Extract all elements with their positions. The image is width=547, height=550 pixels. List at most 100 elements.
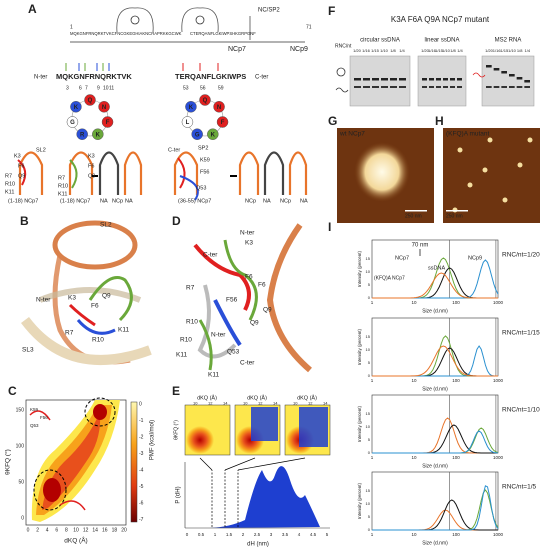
label: R10 <box>5 181 15 187</box>
label: 0 <box>368 450 371 455</box>
band <box>354 86 361 88</box>
band <box>501 71 507 74</box>
label: (KFQ)A NCp7 <box>374 275 405 281</box>
label: 3.5 <box>282 532 289 537</box>
label: 100 <box>452 378 460 383</box>
band <box>493 86 500 88</box>
form-icon <box>472 72 486 78</box>
hairpin <box>123 151 143 195</box>
label: CTERQANFLGKIWPSHKGRPGNF <box>190 31 256 36</box>
zinc-finger <box>181 7 219 33</box>
label: Q9 <box>18 173 25 179</box>
label: 10 <box>73 527 79 533</box>
rna <box>21 316 152 365</box>
label: G <box>70 120 75 126</box>
panel-letter: I <box>328 220 331 234</box>
label: SL2 <box>100 222 112 229</box>
band <box>372 86 379 88</box>
label: Intensity (percent) <box>357 482 362 519</box>
label: dKQ (Å) <box>297 394 317 401</box>
scale-bar <box>405 210 427 212</box>
size-curve <box>372 509 498 531</box>
size-curve <box>372 427 499 454</box>
label: N-ter <box>240 230 255 237</box>
label: circular ssDNA <box>360 38 400 44</box>
label: dKQ (Å) <box>64 536 87 545</box>
label: 1/8 <box>390 48 396 53</box>
label: 5 <box>368 514 371 519</box>
label: RNC/nt=1/15 <box>502 330 540 337</box>
band <box>516 86 523 88</box>
label: 10 <box>243 401 248 406</box>
label: N <box>102 105 106 111</box>
label: 1/20 <box>485 48 494 53</box>
band <box>363 78 370 81</box>
label: 14 <box>273 401 278 406</box>
label: 56 <box>200 85 206 91</box>
label: R <box>80 132 85 138</box>
label: 18 <box>112 527 118 533</box>
residue <box>98 101 110 113</box>
label: -2 <box>139 434 144 440</box>
label: K11 <box>58 191 67 197</box>
label: dKQ (Å) <box>197 394 217 401</box>
label: NCp7 <box>228 46 246 53</box>
label: 1/10 <box>508 48 517 53</box>
label: 0 <box>368 373 371 378</box>
label: K3 <box>14 153 21 159</box>
label: 1 <box>371 455 374 460</box>
label: dH (nm) <box>247 542 269 548</box>
peptide <box>69 159 78 189</box>
label: 12 <box>258 401 263 406</box>
label: Size (d.nm) <box>422 386 448 392</box>
label: 11 <box>109 85 114 91</box>
label: 10 <box>193 401 198 406</box>
residue <box>207 128 219 140</box>
band <box>429 86 434 88</box>
band <box>399 78 406 81</box>
label: R10 <box>186 319 198 326</box>
label: 0.5 <box>198 532 205 537</box>
rna <box>52 220 138 270</box>
band <box>422 78 427 81</box>
label: 0 <box>21 515 24 521</box>
label: 5 <box>368 360 371 365</box>
arrow <box>224 457 256 471</box>
label: P (dH) <box>176 486 182 503</box>
label: R10 <box>180 337 192 344</box>
peptide <box>213 299 242 347</box>
label: NCp <box>112 198 123 204</box>
label: 1/16 <box>493 48 502 53</box>
size-curve <box>372 485 499 531</box>
label: NC/SP2 <box>258 8 280 14</box>
label: 1 <box>371 532 374 537</box>
afm-spot <box>482 167 488 173</box>
inset <box>29 410 86 511</box>
label: F6 <box>245 274 253 281</box>
label: 53 <box>183 85 189 91</box>
label: Size (d.nm) <box>422 463 448 469</box>
label: NCp <box>280 198 291 204</box>
size-curve <box>372 267 498 299</box>
inset-density <box>186 426 214 454</box>
label: NA <box>263 198 271 204</box>
label: F <box>106 120 110 126</box>
distribution <box>210 466 320 528</box>
peptide <box>197 284 237 359</box>
rna <box>38 287 142 303</box>
peptide <box>179 175 199 201</box>
label: 10 <box>411 455 417 460</box>
label: 1/4 <box>457 48 463 53</box>
label: C-ter <box>168 147 180 153</box>
label: 1 <box>70 24 73 30</box>
peptide <box>177 157 186 189</box>
peptide <box>198 319 213 371</box>
label: K11 <box>118 327 129 334</box>
label: 1/15 <box>435 48 444 53</box>
panel-letter: B <box>20 214 29 228</box>
residue <box>66 116 79 128</box>
label: R7 <box>58 175 65 181</box>
band <box>450 78 455 81</box>
label: 1/20 <box>353 48 362 53</box>
label: SL3 <box>22 347 34 354</box>
